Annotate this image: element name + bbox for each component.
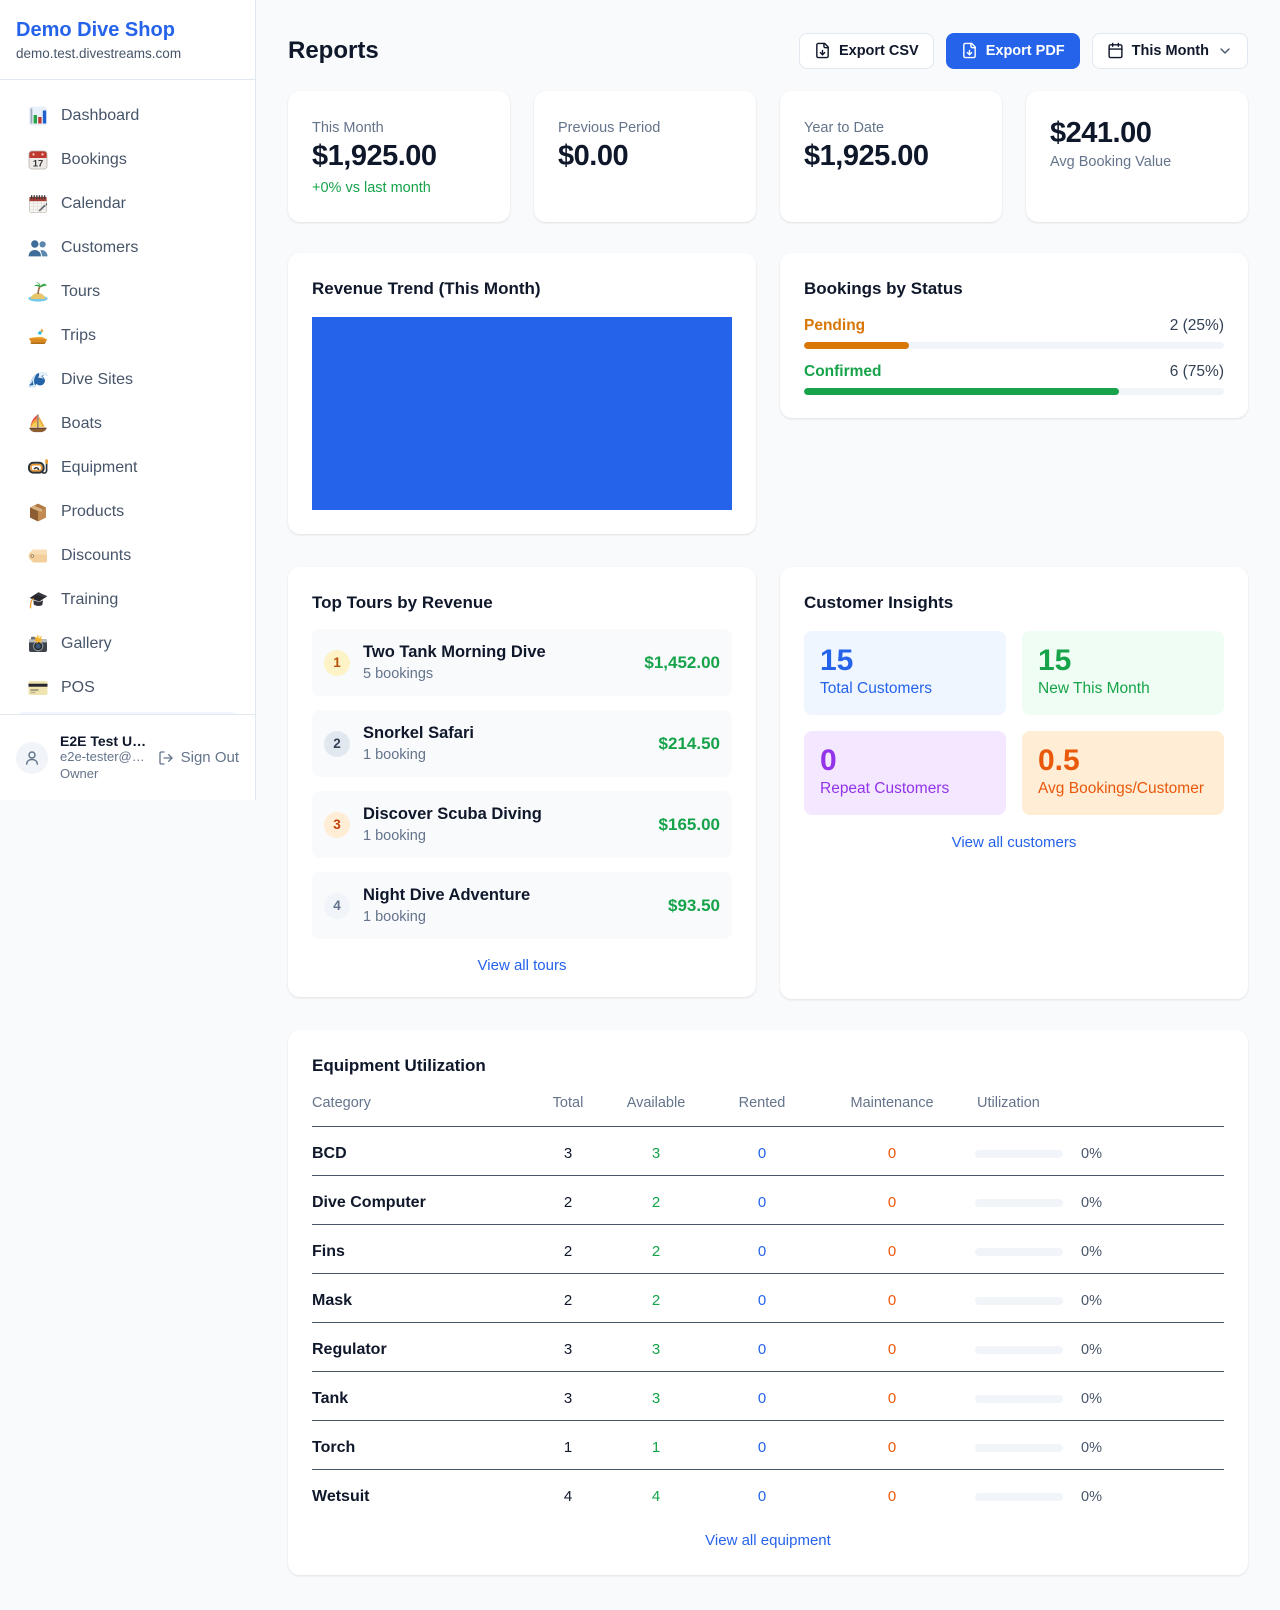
svg-text:17: 17: [33, 159, 44, 170]
